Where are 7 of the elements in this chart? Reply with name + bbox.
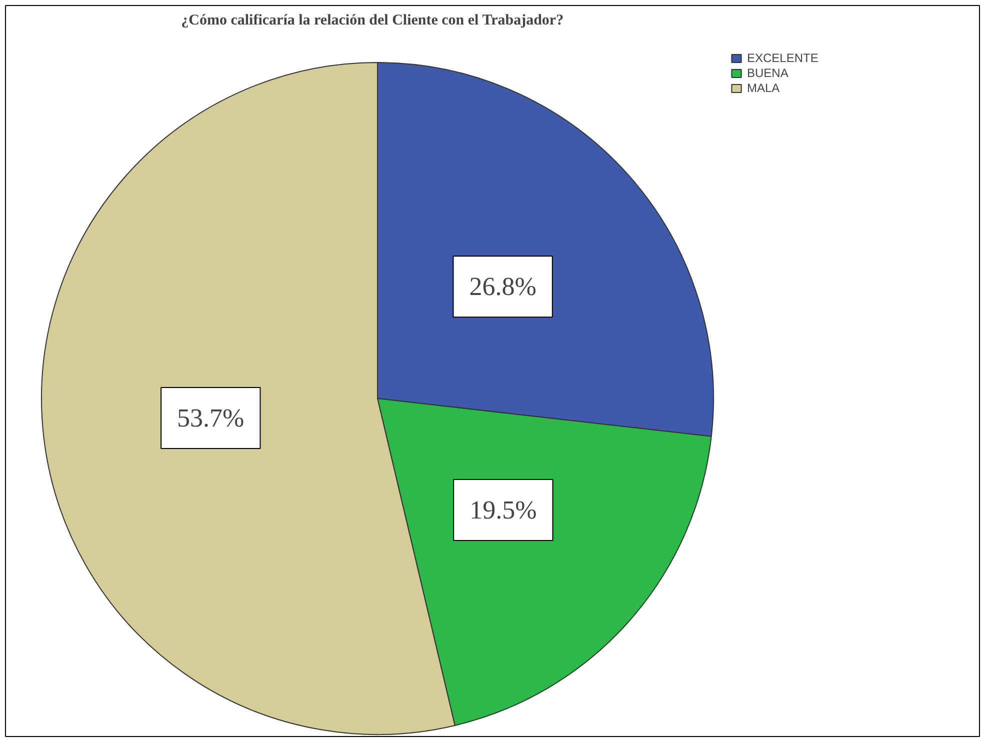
data-label: 26.8% <box>469 272 536 302</box>
data-label: 53.7% <box>177 403 244 432</box>
chart-title: ¿Cómo calificaría la relación del Cliente con el Trabajador? <box>181 12 564 28</box>
legend-label: EXCELENTE <box>747 51 818 65</box>
data-label: 19.5% <box>470 495 537 524</box>
legend-label: MALA <box>747 81 780 95</box>
legend-label: BUENA <box>747 66 788 80</box>
